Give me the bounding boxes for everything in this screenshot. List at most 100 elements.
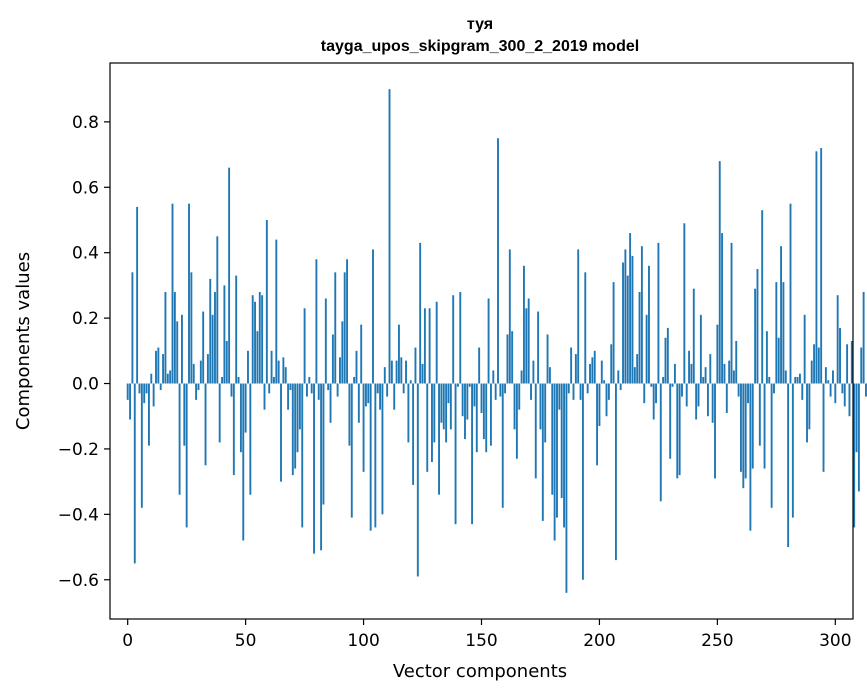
bar [513, 383, 516, 430]
bar [145, 383, 148, 394]
bar [624, 249, 627, 384]
bar [791, 383, 794, 518]
bar [558, 383, 561, 410]
bar [836, 295, 839, 384]
bar [803, 314, 806, 384]
bar [235, 275, 238, 384]
bar [730, 242, 733, 384]
bar [275, 239, 278, 384]
bar [339, 357, 341, 384]
bar [291, 383, 294, 476]
bar [383, 367, 386, 384]
bar [671, 383, 674, 387]
plot-area-frame [109, 62, 854, 620]
bar [138, 383, 141, 394]
bar [865, 383, 867, 397]
bar [541, 383, 544, 521]
bar [482, 383, 485, 440]
bar [539, 383, 542, 430]
bar [237, 376, 240, 384]
bar [157, 347, 160, 384]
bar [688, 350, 691, 384]
bar [393, 383, 396, 410]
x-tick-label: 50 [235, 631, 257, 651]
bar [433, 383, 436, 443]
bar [475, 383, 478, 453]
bar [497, 138, 499, 384]
bar [789, 203, 792, 384]
y-tick-label: 0.0 [72, 375, 99, 395]
bar [744, 383, 747, 479]
bar [640, 246, 643, 384]
bar [298, 383, 301, 430]
bar [223, 285, 226, 384]
bar [586, 383, 589, 394]
bar [572, 383, 575, 400]
bar [369, 383, 372, 531]
bar [556, 383, 558, 518]
bar [239, 383, 242, 453]
bar [409, 380, 412, 384]
bar [206, 354, 209, 384]
bar [287, 383, 290, 410]
bar [364, 383, 367, 407]
bar [725, 383, 728, 413]
bar [617, 370, 620, 384]
x-tick-label: 300 [819, 631, 851, 651]
bar [372, 249, 374, 384]
bar [272, 376, 275, 384]
bar [827, 380, 830, 384]
bar [581, 383, 584, 580]
bar [360, 324, 363, 384]
bar [596, 383, 599, 466]
bar [225, 341, 228, 384]
bar [848, 383, 851, 417]
bar [343, 272, 346, 384]
bar [431, 383, 433, 463]
bar [480, 383, 483, 413]
bar [610, 344, 613, 384]
bar [664, 337, 667, 384]
bar [313, 383, 315, 554]
bar [813, 344, 816, 384]
bar [673, 363, 676, 384]
bar [195, 383, 198, 400]
bar [162, 354, 165, 384]
bar [280, 383, 282, 482]
bar [824, 367, 827, 384]
bar [768, 376, 771, 384]
bar [478, 347, 481, 384]
bar [268, 383, 271, 394]
bar [511, 331, 514, 384]
bar [820, 148, 823, 384]
bar [815, 151, 818, 384]
bars-group [126, 89, 867, 593]
bar [329, 383, 332, 423]
bar [735, 341, 738, 384]
bar [456, 383, 459, 387]
y-tick-label: 0.8 [72, 113, 99, 133]
bar [615, 383, 617, 561]
bar [176, 321, 179, 384]
bar [129, 383, 131, 420]
bar [834, 383, 837, 404]
bar [386, 383, 389, 397]
bar [534, 383, 537, 479]
bar [414, 347, 417, 384]
bar [801, 383, 804, 400]
bar [808, 383, 811, 430]
bar [197, 383, 200, 391]
bar [645, 314, 648, 384]
bar [395, 360, 398, 384]
bar [612, 282, 615, 384]
bar [685, 383, 688, 407]
bar [218, 383, 221, 443]
x-axis-ticks: 0 50 100 150 200 250 300 [122, 619, 852, 651]
bar [277, 360, 280, 384]
bar [221, 376, 223, 384]
bar [765, 331, 768, 384]
bar [751, 383, 754, 469]
bar [346, 259, 348, 384]
bar [525, 308, 528, 384]
bar [626, 275, 629, 384]
